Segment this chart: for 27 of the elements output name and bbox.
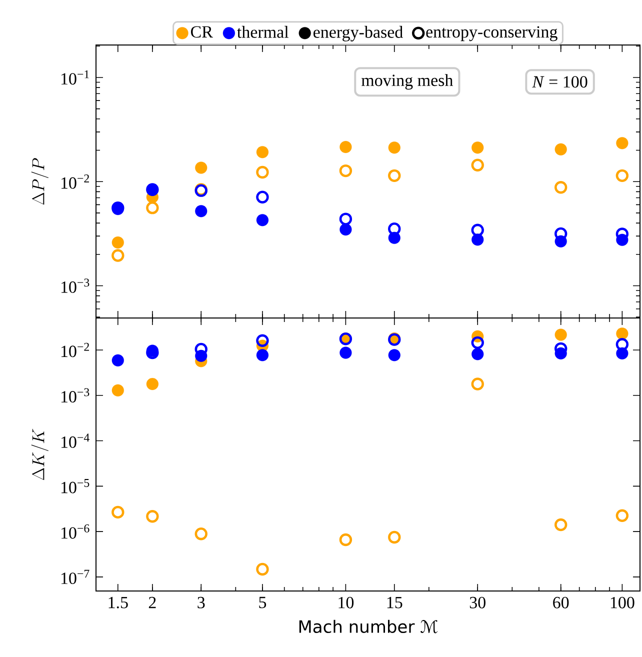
- x-tick-label: 30: [470, 596, 486, 608]
- y-tick-label: 10$^{−2}$: [61, 174, 89, 189]
- x-axis-title: Mach number ℳ: [299, 620, 438, 634]
- annotation: N = 100: [532, 76, 588, 88]
- x-tick-label: 1.5: [108, 596, 128, 608]
- legend-label: energy-based: [314, 26, 403, 42]
- y-tick-label: 10$^{−3}$: [61, 388, 90, 403]
- y-tick-label: 10$^{−1}$: [61, 70, 89, 85]
- y-axis-title: $\Delta P/P$: [31, 158, 48, 205]
- x-tick-label: 5: [259, 596, 266, 608]
- x-tick-label: 10: [338, 596, 354, 608]
- y-tick-label: 10$^{−6}$: [61, 524, 90, 539]
- y-tick-label: 10$^{−3}$: [61, 278, 90, 293]
- x-tick-label: 60: [553, 596, 569, 608]
- x-tick-label: 3: [198, 596, 205, 608]
- legend-label: CR: [190, 26, 213, 38]
- y-tick-label: 10$^{−2}$: [61, 342, 89, 358]
- x-tick-label: 15: [387, 596, 402, 608]
- x-tick-label: 2: [148, 596, 156, 608]
- y-axis-title: $\Delta K/K$: [31, 428, 48, 480]
- legend-label: thermal: [237, 26, 289, 38]
- x-tick-label: 100: [610, 596, 634, 608]
- legend-label: entropy-conserving: [426, 26, 558, 42]
- y-tick-label: 10$^{−4}$: [61, 434, 90, 448]
- y-tick-label: 10$^{−5}$: [61, 479, 90, 494]
- y-tick-label: 10$^{−7}$: [61, 570, 90, 584]
- annotation: moving mesh: [361, 74, 454, 90]
